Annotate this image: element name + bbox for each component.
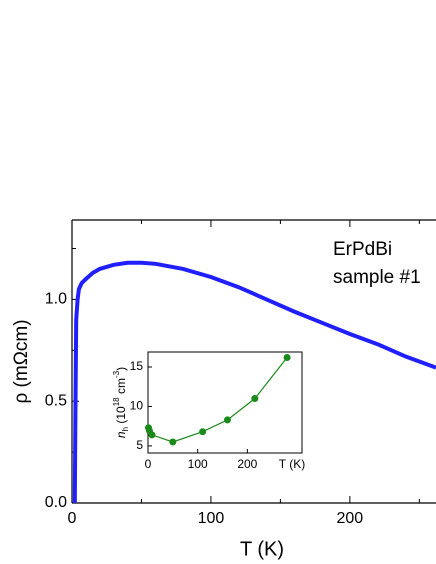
y-tick-label: 1.0 xyxy=(45,291,67,308)
y-tick-label: 0.0 xyxy=(45,494,67,511)
x-tick-label: 100 xyxy=(188,457,208,471)
y-axis-label: ρ (mΩcm) xyxy=(11,319,32,403)
data-point xyxy=(199,428,207,436)
data-point xyxy=(283,354,291,362)
y-tick-label: 0.5 xyxy=(45,392,67,409)
y-tick-label: 10 xyxy=(130,399,144,413)
annotation: sample #1 xyxy=(333,267,421,288)
y-axis-label-part: h xyxy=(121,427,130,431)
data-point xyxy=(148,431,156,439)
x-axis-label: T (K) xyxy=(240,538,284,560)
y-tick-label: 15 xyxy=(130,359,144,373)
y-axis-label-part: 18 xyxy=(112,397,121,406)
inset-background xyxy=(147,351,303,454)
data-point xyxy=(251,395,259,403)
y-axis-label-part: -3 xyxy=(112,370,121,378)
data-point xyxy=(223,416,231,424)
x-axis-label: T (K) xyxy=(279,457,305,471)
x-tick-label: 0 xyxy=(68,510,77,527)
y-axis-label: nh (1018 cm-3) xyxy=(112,367,130,438)
annotation: ErPdBi xyxy=(333,239,392,260)
y-axis-label-part: ) xyxy=(114,367,128,371)
x-tick-label: 200 xyxy=(237,457,257,471)
y-axis-label-part: cm xyxy=(114,378,128,397)
data-line xyxy=(72,260,436,504)
y-tick-label: 5 xyxy=(136,438,143,452)
series xyxy=(144,354,291,446)
data-point xyxy=(169,438,177,446)
x-tick-label: 100 xyxy=(198,510,225,527)
y-axis-label-part: n xyxy=(114,431,128,438)
x-tick-label: 0 xyxy=(145,457,152,471)
x-tick-label: 200 xyxy=(337,510,364,527)
series xyxy=(72,260,436,504)
y-axis-label-part: (10 xyxy=(114,406,128,427)
